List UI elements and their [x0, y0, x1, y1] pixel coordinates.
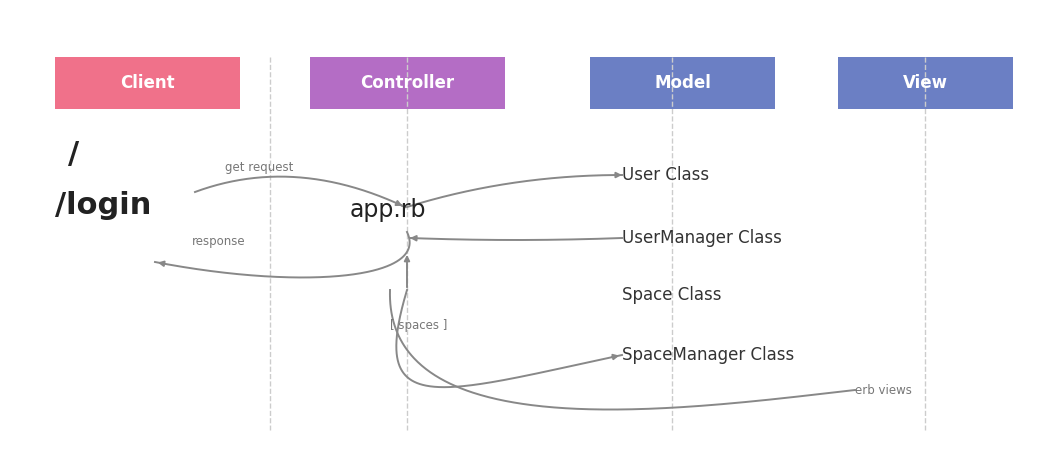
Text: [ spaces ]: [ spaces ]	[390, 319, 447, 332]
Text: View: View	[903, 74, 948, 92]
FancyBboxPatch shape	[590, 57, 776, 109]
Text: Model: Model	[654, 74, 711, 92]
Text: /: /	[68, 140, 80, 170]
Text: Space Class: Space Class	[623, 286, 721, 304]
FancyBboxPatch shape	[838, 57, 1013, 109]
Text: Controller: Controller	[361, 74, 455, 92]
Text: app.rb: app.rb	[350, 198, 427, 222]
FancyBboxPatch shape	[310, 57, 505, 109]
Text: User Class: User Class	[623, 166, 709, 184]
Text: get request: get request	[225, 162, 293, 175]
Text: UserManager Class: UserManager Class	[623, 229, 782, 247]
Text: response: response	[192, 235, 245, 248]
Text: /login: /login	[54, 190, 151, 220]
Text: SpaceManager Class: SpaceManager Class	[623, 346, 794, 364]
FancyBboxPatch shape	[54, 57, 240, 109]
Text: Client: Client	[121, 74, 175, 92]
Text: erb views: erb views	[855, 383, 912, 396]
